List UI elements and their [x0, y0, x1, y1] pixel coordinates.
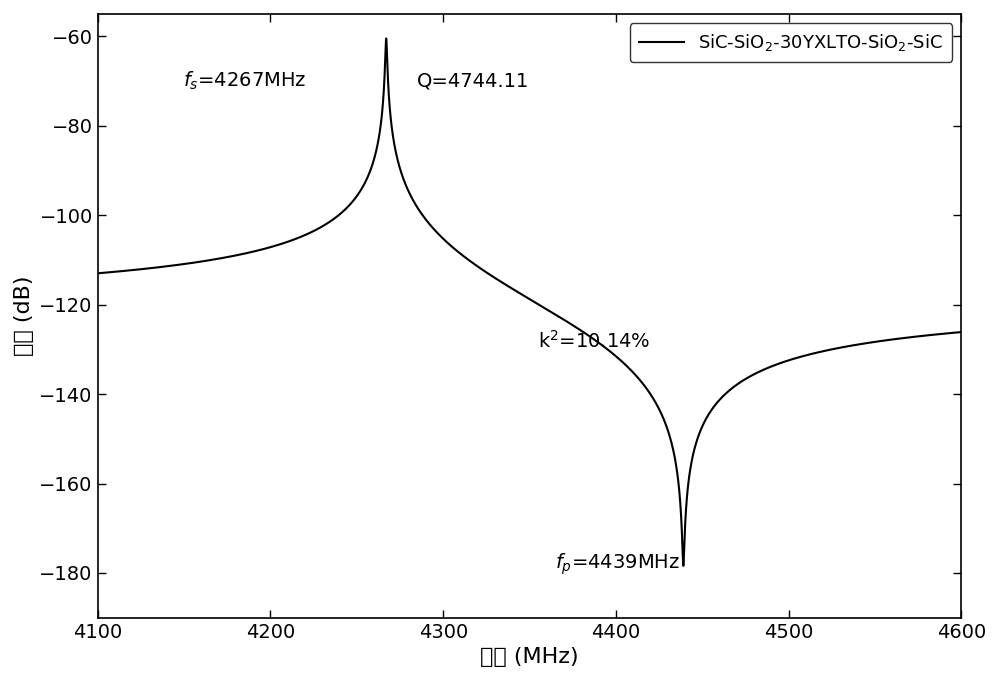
X-axis label: 频率 (MHz): 频率 (MHz) — [480, 647, 579, 667]
Text: $f_p$=4439MHz: $f_p$=4439MHz — [555, 552, 681, 577]
Text: k$^2$=10.14%: k$^2$=10.14% — [538, 330, 651, 351]
Legend: SiC-SiO$_2$-30YXLTO-SiO$_2$-SiC: SiC-SiO$_2$-30YXLTO-SiO$_2$-SiC — [630, 23, 952, 62]
Text: Q=4744.11: Q=4744.11 — [417, 72, 530, 91]
Text: $f_s$=4267MHz: $f_s$=4267MHz — [183, 70, 306, 92]
Y-axis label: 导纳 (dB): 导纳 (dB) — [14, 276, 34, 356]
